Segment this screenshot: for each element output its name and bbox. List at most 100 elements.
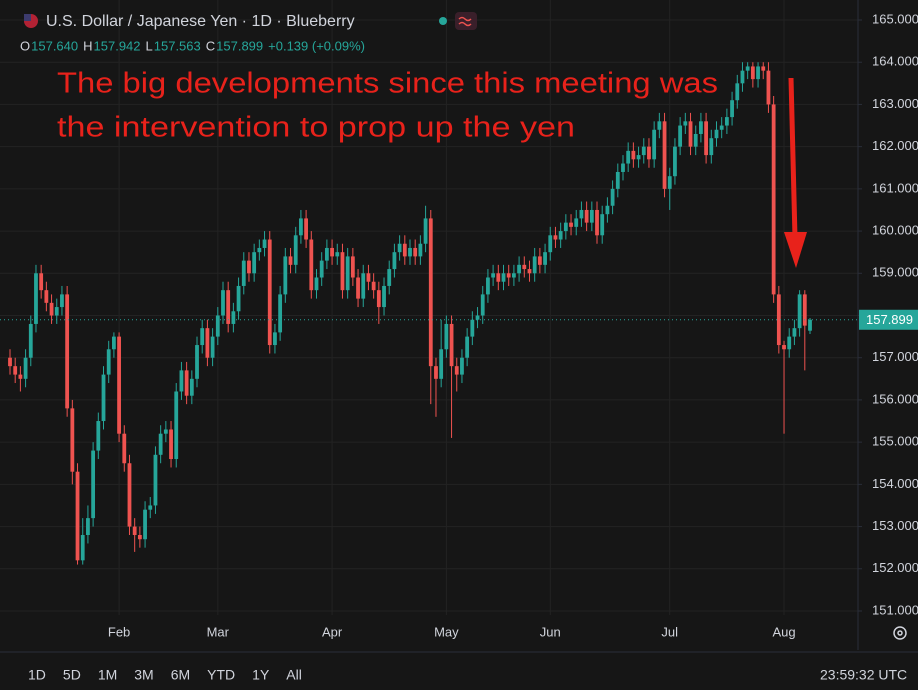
candle-body xyxy=(200,328,205,346)
candle-body xyxy=(724,117,729,126)
candle-body xyxy=(402,243,407,257)
range-button[interactable]: 6M xyxy=(171,667,190,683)
range-button[interactable]: 1Y xyxy=(252,667,270,683)
range-button[interactable]: YTD xyxy=(207,667,235,683)
candle-body xyxy=(345,256,350,291)
candle-body xyxy=(454,366,459,375)
candle-body xyxy=(688,121,693,147)
gear-outline xyxy=(893,626,907,640)
candle-body xyxy=(699,121,703,134)
clock: 23:59:32 UTC xyxy=(820,667,907,683)
candle-body xyxy=(740,70,745,84)
candle-body xyxy=(221,290,225,316)
ohlc-key: H xyxy=(83,38,92,53)
candle-body xyxy=(636,155,641,160)
candle-body xyxy=(247,260,251,274)
candle-body xyxy=(143,509,147,540)
x-tick-label: May xyxy=(434,624,459,639)
candle-body xyxy=(122,433,127,464)
annotation: The big developments since this meeting … xyxy=(57,68,718,144)
range-button[interactable]: 3M xyxy=(134,667,153,683)
candle-body xyxy=(267,239,272,346)
candle-body xyxy=(423,218,428,244)
candle-body xyxy=(54,307,59,316)
x-tick-label: Jul xyxy=(661,624,678,639)
candle-body xyxy=(434,366,438,379)
candle-body xyxy=(709,138,714,156)
candle-body xyxy=(511,273,516,278)
candle-body xyxy=(371,281,376,291)
candle-body xyxy=(460,357,464,375)
ohlc-value: 157.899 xyxy=(216,38,263,53)
candle-body xyxy=(548,235,553,253)
candle-body xyxy=(80,535,85,561)
annotation-text: the intervention to prop up the yen xyxy=(57,112,575,144)
candle-body xyxy=(179,370,184,392)
status-badge[interactable] xyxy=(455,12,477,30)
x-tick-label: Mar xyxy=(207,624,230,639)
y-tick-label: 153.000 xyxy=(872,518,918,533)
y-tick-label: 165.000 xyxy=(872,11,918,26)
candle-body xyxy=(787,336,792,350)
candle-body xyxy=(808,319,812,331)
candle-body xyxy=(86,518,90,536)
candle-body xyxy=(75,471,80,561)
header: U.S. Dollar / Japanese Yen · 1D · Bluebe… xyxy=(20,12,477,53)
flag-icon-canton xyxy=(24,14,31,21)
range-button[interactable]: All xyxy=(286,667,302,683)
candle-body xyxy=(34,273,38,324)
candles xyxy=(0,62,858,565)
candle-body xyxy=(802,294,807,326)
candle-body xyxy=(226,290,231,324)
range-toolbar: 1D 5D 1M 3M 6M YTD 1Y All 23:59:32 UTC xyxy=(28,667,907,683)
y-tick-label: 161.000 xyxy=(872,180,918,195)
candle-body xyxy=(496,273,501,282)
candle-body xyxy=(719,125,724,130)
gear-center xyxy=(897,630,903,636)
candle-body xyxy=(236,285,241,312)
ohlc-value: 157.563 xyxy=(154,38,201,53)
candle-body xyxy=(579,209,584,219)
range-button[interactable]: 1D xyxy=(28,667,46,683)
candle-body xyxy=(111,336,116,350)
range-button[interactable]: 1M xyxy=(98,667,117,683)
candle-body xyxy=(782,345,786,350)
range-button[interactable]: 5D xyxy=(63,667,81,683)
candle-body xyxy=(324,247,329,261)
candle-body xyxy=(428,218,433,367)
y-tick-label: 159.000 xyxy=(872,265,918,280)
candle-body xyxy=(714,129,719,139)
candle-body xyxy=(278,294,283,333)
candle-body xyxy=(470,319,475,337)
candle-body xyxy=(397,243,402,253)
candle-body xyxy=(537,256,542,265)
settings-icon[interactable] xyxy=(893,626,907,640)
candle-body xyxy=(589,209,594,223)
candle-body xyxy=(340,252,345,291)
candle-body xyxy=(288,256,293,265)
y-tick-label: 152.000 xyxy=(872,560,918,575)
candle-body xyxy=(730,100,734,118)
candle-body xyxy=(750,66,755,80)
candle-body xyxy=(745,66,750,71)
candle-body xyxy=(252,252,257,274)
candle-body xyxy=(626,150,631,164)
candle-body xyxy=(148,505,153,510)
candle-body xyxy=(241,260,246,286)
y-tick-label: 155.000 xyxy=(872,434,918,449)
candle-body xyxy=(44,290,49,303)
candle-body xyxy=(558,231,563,240)
candle-body xyxy=(678,125,683,147)
candle-body xyxy=(106,349,111,375)
candle-body xyxy=(257,247,262,253)
candle-body xyxy=(13,366,18,375)
candle-body xyxy=(153,454,158,506)
candle-body xyxy=(304,218,309,240)
candle-body xyxy=(574,218,579,227)
candle-body xyxy=(647,146,651,160)
candle-body xyxy=(475,315,480,320)
axes: 151.000 152.000 153.000 154.000 155.000 156.0… xyxy=(108,11,918,639)
candle-body xyxy=(486,277,490,295)
y-tick-label: 160.000 xyxy=(872,223,918,238)
